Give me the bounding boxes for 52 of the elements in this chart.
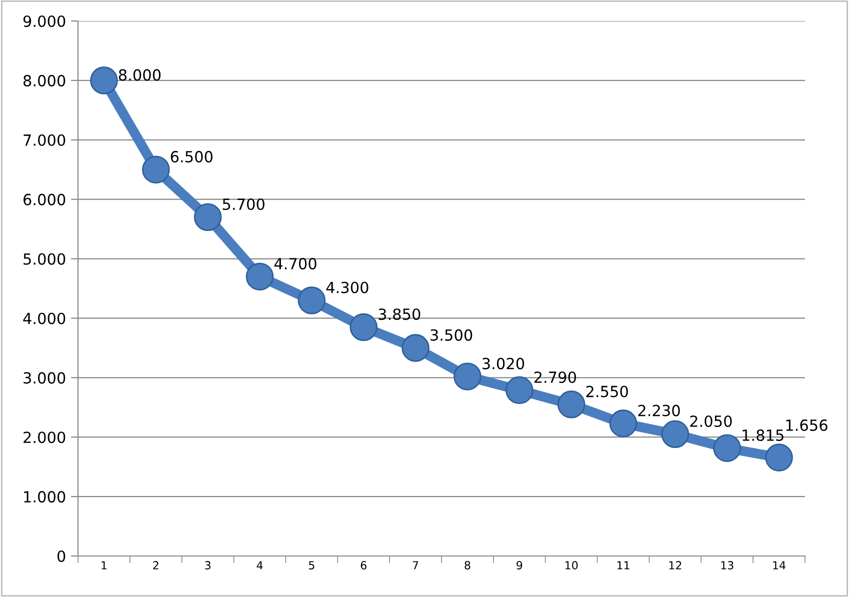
data-label: 3.850 xyxy=(378,308,420,320)
y-tick-label: 9.000 xyxy=(23,15,66,28)
y-tick-label: 4.000 xyxy=(23,312,66,324)
x-tick-label: 9 xyxy=(516,561,522,570)
x-tick-label: 4 xyxy=(256,561,263,570)
y-tick-label: 5.000 xyxy=(24,253,66,265)
x-tick-label: 14 xyxy=(773,561,786,570)
x-tick-label: 6 xyxy=(360,561,366,570)
data-label: 3.020 xyxy=(482,358,524,370)
y-tick-label: 0 xyxy=(57,550,66,562)
x-tick-label: 13 xyxy=(721,561,734,570)
y-tick-label: 7.000 xyxy=(24,134,66,146)
x-tick-label: 7 xyxy=(412,561,418,570)
data-label: 2.230 xyxy=(638,404,680,416)
data-label: 2.790 xyxy=(534,371,576,384)
x-tick-label: 1 xyxy=(102,561,106,570)
x-tick-label: 12 xyxy=(669,561,682,570)
data-label: 3.500 xyxy=(430,329,472,341)
data-label: 4.300 xyxy=(326,282,368,294)
data-label: 1.656 xyxy=(786,419,828,431)
point xyxy=(609,410,638,438)
data-label: 6.500 xyxy=(170,150,213,162)
data-label: 4.700 xyxy=(274,258,316,270)
point xyxy=(246,262,274,290)
point xyxy=(142,156,170,184)
data-label: 2.550 xyxy=(586,386,628,398)
data-label: 1.815 xyxy=(742,429,784,441)
x-tick-label: 11 xyxy=(617,561,630,570)
data-label: 5.700 xyxy=(222,198,264,210)
point xyxy=(506,376,534,404)
y-tick-label: 6.000 xyxy=(24,194,66,206)
point xyxy=(713,434,741,462)
data-label: 2.050 xyxy=(690,415,732,428)
x-tick-label: 8 xyxy=(464,561,470,570)
point xyxy=(298,286,326,314)
x-tick-label: 10 xyxy=(565,561,578,570)
x-tick-label: 3 xyxy=(205,561,210,570)
point xyxy=(90,66,118,94)
point xyxy=(194,203,222,232)
y-tick-label: 1.000 xyxy=(24,491,66,503)
point xyxy=(350,313,378,342)
x-tick-label: 5 xyxy=(309,561,314,570)
data-label: 8.000 xyxy=(118,69,161,81)
point xyxy=(402,334,430,362)
point xyxy=(765,444,793,472)
point xyxy=(661,420,690,448)
point xyxy=(557,390,586,418)
y-tick-label: 3.000 xyxy=(24,372,66,384)
y-tick-label: 2.000 xyxy=(24,432,66,444)
x-tick-label: 2 xyxy=(153,561,158,570)
y-tick-label: 8.000 xyxy=(23,74,66,86)
point xyxy=(454,362,482,390)
